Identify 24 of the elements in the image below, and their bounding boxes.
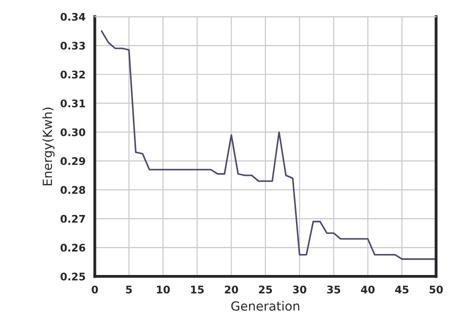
line-series: [100, 30, 436, 260]
x-axis-title: Generation: [231, 301, 300, 311]
x-tick-label: 5: [126, 286, 132, 294]
y-tick-label: 0.33: [60, 42, 85, 50]
y-tick-label: 0.28: [60, 186, 86, 194]
x-tick-label: 50: [430, 286, 443, 294]
y-axis-title: Energy(Kwh): [42, 108, 55, 186]
y-tick-label: 0.34: [60, 12, 86, 21]
x-tick-label: 10: [156, 286, 170, 294]
y-tick-label: 0.30: [60, 128, 86, 136]
x-tick-label: 30: [293, 286, 306, 294]
y-tick-label: 0.27: [60, 214, 85, 223]
x-tick-label: 35: [327, 286, 340, 294]
x-tick-label: 20: [224, 286, 238, 294]
x-tick-label: 0: [92, 286, 98, 294]
x-tick-label: 15: [191, 286, 204, 294]
y-tick-label: 0.25: [60, 272, 86, 280]
y-tick-label: 0.32: [60, 70, 85, 78]
y-tick-label: 0.29: [60, 157, 86, 166]
y-tick-label: 0.31: [60, 99, 86, 108]
x-tick-label: 25: [259, 286, 272, 294]
x-tick-label: 40: [361, 286, 375, 294]
y-tick-label: 0.26: [60, 244, 86, 252]
x-tick-label: 45: [395, 286, 408, 294]
